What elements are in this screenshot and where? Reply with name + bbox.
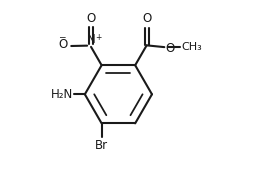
Text: Br: Br xyxy=(95,139,108,152)
Text: O: O xyxy=(58,38,67,51)
Text: N: N xyxy=(87,33,95,46)
Text: +: + xyxy=(95,33,102,43)
Text: O: O xyxy=(142,12,151,25)
Text: O: O xyxy=(86,12,96,25)
Text: O: O xyxy=(165,41,174,54)
Text: −: − xyxy=(58,32,65,41)
Text: CH₃: CH₃ xyxy=(181,42,202,52)
Text: H₂N: H₂N xyxy=(51,88,73,101)
